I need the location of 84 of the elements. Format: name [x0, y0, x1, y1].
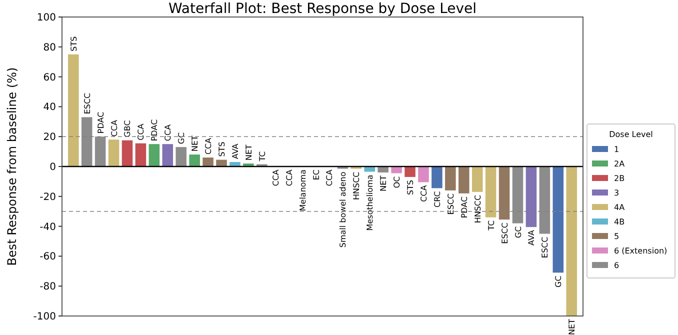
legend-label: 6 (Extension) [614, 246, 668, 256]
x-tick-label: NET [379, 175, 388, 192]
x-tick-label: TC [258, 150, 267, 162]
x-tick-label: AVA [527, 230, 536, 246]
x-tick-label: AVA [230, 143, 240, 160]
x-tick-label: OC [392, 176, 402, 188]
x-tick-label: STS [406, 180, 416, 196]
bar [122, 140, 133, 166]
x-tick-label: PDAC [96, 111, 106, 134]
bar [216, 160, 227, 166]
x-tick-label: Mesothelioma [366, 174, 375, 231]
x-tick-label: CCA [325, 168, 334, 186]
y-tick-label: 20 [43, 132, 56, 144]
bar [418, 166, 429, 182]
x-tick-label: CCA [136, 123, 146, 140]
x-tick-label: CCA [419, 184, 428, 202]
x-tick-label: NET [568, 318, 577, 335]
x-tick-label: CCA [164, 124, 173, 142]
x-tick-label: PDAC [460, 196, 469, 218]
legend-title: Dose Level [609, 130, 653, 139]
y-tick-label: 40 [43, 102, 56, 114]
x-tick-label: STS [69, 36, 78, 52]
x-tick-label: NET [190, 136, 200, 152]
x-tick-label: CRC [432, 190, 442, 208]
y-tick-label: -80 [40, 282, 56, 293]
x-tick-label: CCA [284, 168, 294, 186]
legend-label: 6 [614, 260, 620, 270]
bar [391, 166, 402, 174]
bar [148, 144, 160, 166]
bar [485, 166, 496, 218]
x-tick-label: CCA [271, 168, 280, 186]
x-tick-label: GC [514, 226, 523, 238]
bar [404, 166, 416, 177]
legend-label: 3 [614, 188, 620, 198]
x-tick-label: ESCC [82, 92, 92, 114]
x-tick-label: ESCC [500, 222, 510, 244]
y-tick-label: -100 [33, 312, 56, 322]
y-tick-label: 0 [50, 162, 56, 173]
y-tick-label: 100 [36, 12, 56, 24]
bar [432, 166, 442, 188]
legend-label: 2B [614, 174, 625, 183]
legend-label: 5 [614, 232, 620, 241]
bar [552, 166, 564, 273]
x-tick-label: ESCC [446, 193, 456, 215]
y-tick-label: -20 [40, 192, 56, 203]
y-axis-title: Best Response from baseline (%) [5, 67, 19, 266]
y-tick-label: 80 [43, 42, 56, 54]
x-tick-label: EC [312, 169, 321, 180]
bar [162, 144, 174, 166]
x-tick-label: NET [244, 144, 254, 161]
y-tick-label: -60 [40, 252, 56, 263]
bar [202, 158, 214, 166]
x-tick-label: TC [486, 220, 496, 232]
bar [566, 166, 577, 316]
bar [230, 162, 240, 166]
legend-label: 4A [614, 202, 626, 212]
legend-label: 4B [614, 217, 625, 226]
x-tick-label: CCA [110, 119, 119, 137]
bar [458, 166, 470, 194]
bar [526, 166, 537, 228]
x-tick-label: GC [554, 275, 564, 288]
x-tick-label: CCA [204, 137, 214, 155]
bar [498, 166, 510, 220]
legend-label: 1 [614, 144, 620, 154]
x-tick-label: Small bowel adeno [338, 172, 348, 248]
legend-label: 2A [614, 159, 626, 168]
bar [472, 166, 483, 192]
bar [445, 166, 456, 190]
x-tick-label: PDAC [150, 118, 160, 142]
bar [108, 140, 120, 166]
bar [135, 143, 146, 166]
bar [378, 166, 388, 172]
y-tick-label: 60 [43, 72, 56, 84]
bar [68, 54, 79, 166]
x-tick-label: STS [218, 142, 227, 157]
chart-title: Waterfall Plot: Best Response by Dose Level [168, 1, 477, 17]
x-tick-label: GBC [123, 120, 132, 138]
x-tick-label: ESCC [540, 236, 550, 258]
y-tick-label: -40 [40, 222, 56, 233]
bar [189, 154, 200, 166]
x-tick-label: Melanoma [298, 169, 308, 212]
x-tick-label: HNSCC [473, 194, 482, 224]
x-tick-label: HNSCC [352, 171, 362, 200]
bar [176, 147, 186, 166]
